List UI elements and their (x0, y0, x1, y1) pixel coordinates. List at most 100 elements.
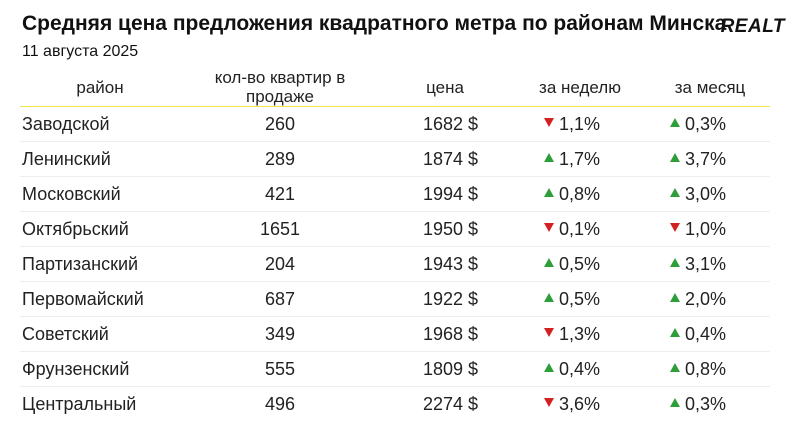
column-header-price: цена (380, 68, 510, 107)
price-per-sqm: 1950 $ (380, 211, 510, 247)
monthly-change-value: 0,8% (685, 358, 727, 379)
realt-logo: REALT (720, 16, 785, 37)
arrow-up-icon (544, 293, 554, 303)
table-row: Ленинский 289 1874 $ 1,7% 3,7% (20, 141, 770, 177)
weekly-change-value: 1,1% (559, 113, 601, 134)
district-name: Московский (20, 176, 180, 212)
listing-count: 289 (180, 141, 380, 177)
weekly-change-value: 1,3% (559, 323, 601, 344)
table-row: Октябрьский 1651 1950 $ 0,1% 1,0% (20, 211, 770, 247)
weekly-change-value: 0,4% (559, 358, 601, 379)
arrow-up-icon (670, 328, 680, 338)
weekly-change-value: 0,5% (559, 253, 601, 274)
column-header-month: за месяц (650, 68, 770, 107)
arrow-up-icon (544, 153, 554, 163)
weekly-change: 0,1% (510, 211, 650, 247)
weekly-change-value: 0,5% (559, 288, 601, 309)
price-per-sqm: 1968 $ (380, 316, 510, 352)
weekly-change: 0,8% (510, 176, 650, 212)
price-per-sqm: 1943 $ (380, 246, 510, 282)
column-header-count: кол-во квартир в продаже (180, 68, 380, 107)
arrow-down-icon (544, 328, 554, 338)
weekly-change: 0,5% (510, 246, 650, 282)
table-row: Первомайский 687 1922 $ 0,5% 2,0% (20, 281, 770, 317)
district-name: Октябрьский (20, 211, 180, 247)
arrow-down-icon (544, 398, 554, 408)
monthly-change-value: 3,0% (685, 183, 727, 204)
monthly-change: 3,0% (650, 176, 770, 212)
arrow-down-icon (544, 223, 554, 233)
weekly-change: 1,3% (510, 316, 650, 352)
price-per-sqm: 1682 $ (380, 106, 510, 142)
arrow-up-icon (544, 258, 554, 268)
table-row: Партизанский 204 1943 $ 0,5% 3,1% (20, 246, 770, 282)
weekly-change-value: 3,6% (559, 393, 601, 414)
table-row: Центральный 496 2274 $ 3,6% 0,3% (20, 387, 770, 422)
table-row: Советский 349 1968 $ 1,3% 0,4% (20, 316, 770, 352)
chart-date: 11 августа 2025 (22, 43, 139, 60)
district-name: Фрунзенский (20, 351, 180, 387)
monthly-change-value: 1,0% (685, 218, 727, 239)
monthly-change: 3,1% (650, 246, 770, 282)
arrow-down-icon (544, 118, 554, 128)
district-name: Партизанский (20, 246, 180, 282)
table-row: Фрунзенский 555 1809 $ 0,4% 0,8% (20, 351, 770, 387)
table-row: Заводской 260 1682 $ 1,1% 0,3% (20, 106, 770, 142)
district-name: Ленинский (20, 141, 180, 177)
monthly-change-value: 3,7% (685, 148, 727, 169)
table-row: Московский 421 1994 $ 0,8% 3,0% (20, 176, 770, 212)
price-per-sqm: 1874 $ (380, 141, 510, 177)
table-header-row: район кол-во квартир в продаже цена за н… (20, 68, 770, 107)
monthly-change-value: 2,0% (685, 288, 727, 309)
monthly-change: 3,7% (650, 141, 770, 177)
table-body: Заводской 260 1682 $1,1% 0,3% Ленинский 289 18… (20, 106, 770, 422)
listing-count: 204 (180, 246, 380, 282)
weekly-change: 1,7% (510, 141, 650, 177)
district-name: Центральный (22, 393, 137, 414)
weekly-change-value: 0,1% (559, 218, 601, 239)
listing-count: 687 (180, 281, 380, 317)
price-per-sqm: 1922 $ (380, 281, 510, 317)
monthly-change: 0,4% (650, 316, 770, 352)
column-header-week: за неделю (510, 68, 650, 107)
arrow-up-icon (670, 188, 680, 198)
monthly-change-value: 0,3% (685, 113, 727, 134)
monthly-change: 0,8% (650, 351, 770, 387)
listing-count: 555 (180, 351, 380, 387)
arrow-up-icon (670, 293, 680, 303)
weekly-change: 0,4% (510, 351, 650, 387)
listing-count: 349 (180, 316, 380, 352)
arrow-up-icon (544, 363, 554, 373)
weekly-change: 3,6% (510, 387, 650, 422)
weekly-change: 0,5% (510, 281, 650, 317)
arrow-up-icon (670, 363, 680, 373)
listing-count: 496 (264, 393, 296, 414)
price-per-sqm: 2274 $ (422, 393, 478, 414)
price-per-sqm: 1994 $ (380, 176, 510, 212)
monthly-change: 0,3% (650, 387, 770, 422)
price-per-sqm: 1809 $ (380, 351, 510, 387)
district-name: Первомайский (20, 281, 180, 317)
arrow-up-icon (670, 153, 680, 163)
column-header-district: район (20, 68, 180, 107)
price-table: район кол-во квартир в продаже цена за н… (20, 68, 770, 421)
arrow-down-icon (670, 223, 680, 233)
monthly-change-value: 0,4% (685, 323, 727, 344)
arrow-up-icon (544, 188, 554, 198)
monthly-change: 1,0% (650, 211, 770, 247)
arrow-up-icon (670, 118, 680, 128)
monthly-change: 0,3% (650, 106, 770, 142)
monthly-change-value: 0,3% (685, 393, 727, 414)
district-name: Заводской (20, 106, 180, 142)
monthly-change-value: 3,1% (685, 253, 727, 274)
monthly-change: 2,0% (650, 281, 770, 317)
district-name: Советский (20, 316, 180, 352)
weekly-change-value: 0,8% (559, 183, 601, 204)
listing-count: 421 (180, 176, 380, 212)
listing-count: 260 (180, 106, 380, 142)
weekly-change-value: 1,7% (559, 148, 601, 169)
weekly-change: 1,1% (510, 106, 650, 142)
arrow-up-icon (670, 398, 680, 408)
chart-title: Средняя цена предложения квадратного мет… (22, 12, 727, 35)
arrow-up-icon (670, 258, 680, 268)
